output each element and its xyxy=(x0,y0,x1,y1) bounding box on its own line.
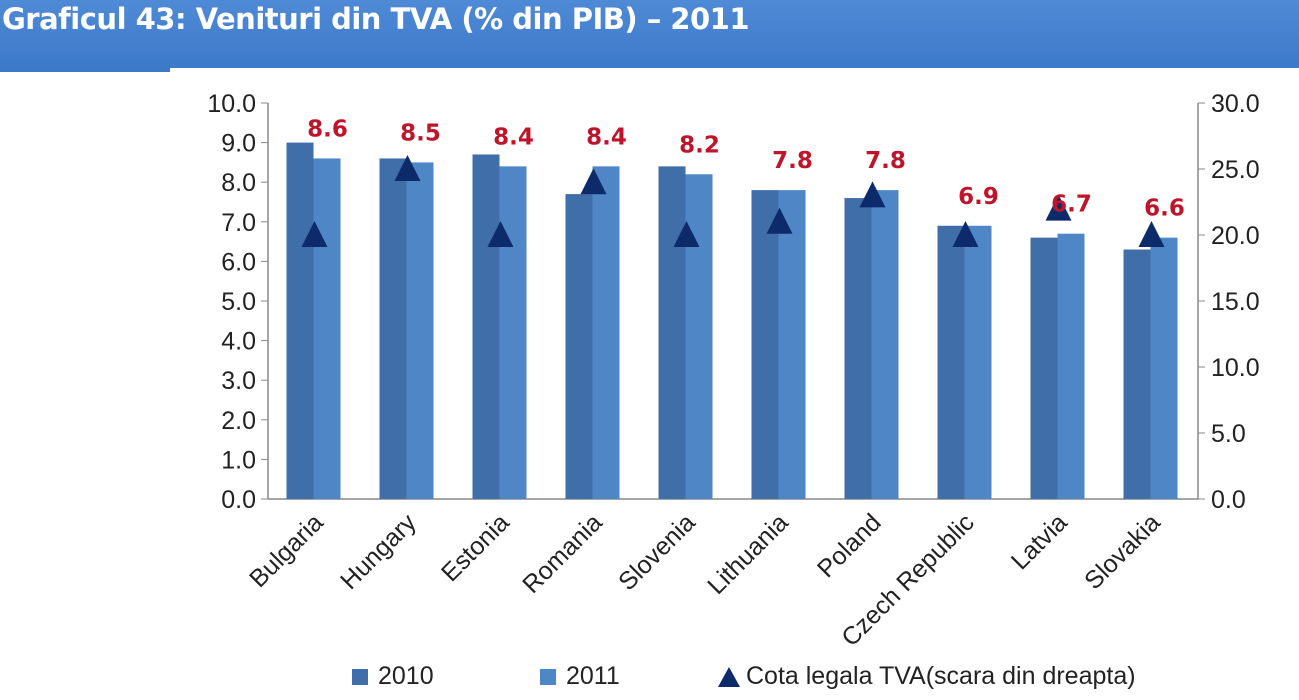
data-label: 8.4 xyxy=(493,124,534,150)
bar-2011 xyxy=(499,166,527,500)
category-label: Estonia xyxy=(436,508,515,587)
marker-cota-tva xyxy=(766,207,793,234)
category-label: Latvia xyxy=(1006,508,1073,575)
marker-cota-tva xyxy=(580,168,607,195)
bar-2010 xyxy=(937,225,965,499)
right-tick-label: 15.0 xyxy=(1211,288,1260,316)
bar-2010 xyxy=(751,190,779,499)
category-label: Hungary xyxy=(335,508,422,595)
bar-2010 xyxy=(286,142,314,499)
bar-2011 xyxy=(871,190,899,499)
bar-2011 xyxy=(1150,237,1178,499)
legend-label: 2010 xyxy=(378,662,434,690)
bar-2011 xyxy=(964,225,992,499)
left-tick-label: 9.0 xyxy=(221,130,256,158)
marker-cota-tva xyxy=(859,181,886,208)
legend-label: 2011 xyxy=(566,662,620,690)
left-tick-label: 2.0 xyxy=(221,407,256,435)
category-label: Slovenia xyxy=(613,508,701,596)
data-label: 8.5 xyxy=(400,120,441,146)
left-tick-label: 6.0 xyxy=(221,248,256,276)
marker-cota-tva xyxy=(1045,194,1072,221)
right-tick-label: 25.0 xyxy=(1211,156,1260,184)
left-tick-label: 8.0 xyxy=(221,169,256,197)
data-label: 6.7 xyxy=(1051,192,1092,218)
legend-item-2010: 2010 xyxy=(352,662,434,691)
legend-swatch-2010 xyxy=(352,668,368,685)
title-bar: Graficul 43: Venituri din TVA (% din PIB… xyxy=(0,0,1299,72)
bar-2011 xyxy=(778,190,806,499)
left-tick-label: 7.0 xyxy=(221,209,256,237)
bar-2011 xyxy=(592,166,620,500)
data-label: 8.4 xyxy=(586,124,627,150)
legend: 2010 2011 Cota legala TVA(scara din drea… xyxy=(0,662,1299,696)
left-tick-label: 4.0 xyxy=(221,328,256,356)
bar-2010 xyxy=(1030,237,1058,499)
category-label: Romania xyxy=(517,508,608,599)
marker-cota-tva xyxy=(487,221,514,247)
right-tick-label: 10.0 xyxy=(1211,354,1260,382)
bar-2010 xyxy=(379,158,407,499)
bar-2010 xyxy=(472,154,500,500)
right-tick-label: 0.0 xyxy=(1211,486,1246,514)
data-label: 8.6 xyxy=(307,116,348,142)
marker-cota-tva xyxy=(394,155,421,181)
marker-cota-tva xyxy=(1138,221,1165,247)
legend-label: Cota legala TVA(scara din dreapta) xyxy=(746,662,1136,690)
marker-cota-tva xyxy=(673,221,700,247)
category-label: Lithuania xyxy=(702,508,794,600)
data-label: 7.8 xyxy=(772,148,813,174)
bar-2010 xyxy=(658,166,686,500)
left-tick-label: 3.0 xyxy=(221,367,256,395)
bar-2011 xyxy=(313,158,341,499)
left-tick-label: 1.0 xyxy=(221,446,256,474)
legend-swatch-2011 xyxy=(540,668,556,685)
bar-2011 xyxy=(1057,233,1085,499)
left-tick-label: 10.0 xyxy=(207,90,256,118)
triangle-marker-icon xyxy=(718,666,740,687)
legend-item-cota: Cota legala TVA(scara din dreapta) xyxy=(718,662,1136,691)
left-tick-label: 0.0 xyxy=(221,486,256,514)
chart-title: Graficul 43: Venituri din TVA (% din PIB… xyxy=(2,2,750,36)
right-tick-label: 5.0 xyxy=(1211,420,1246,448)
bar-2011 xyxy=(685,174,713,499)
category-label: Poland xyxy=(812,508,887,583)
data-label: 6.9 xyxy=(958,184,999,210)
data-label: 7.8 xyxy=(865,148,906,174)
right-tick-label: 30.0 xyxy=(1211,90,1260,118)
left-tick-label: 5.0 xyxy=(221,288,256,316)
category-label: Bulgaria xyxy=(244,508,329,593)
title-underline xyxy=(0,68,170,72)
category-label: Slovakia xyxy=(1079,508,1166,595)
bar-2011 xyxy=(406,162,434,499)
marker-cota-tva xyxy=(301,221,328,247)
bar-2010 xyxy=(844,198,872,500)
data-label: 8.2 xyxy=(679,132,720,158)
data-label: 6.6 xyxy=(1144,196,1185,222)
legend-item-2011: 2011 xyxy=(540,662,620,691)
bar-2010 xyxy=(1123,249,1151,499)
bar-2010 xyxy=(565,194,593,499)
right-tick-label: 20.0 xyxy=(1211,222,1260,250)
marker-cota-tva xyxy=(952,221,979,247)
